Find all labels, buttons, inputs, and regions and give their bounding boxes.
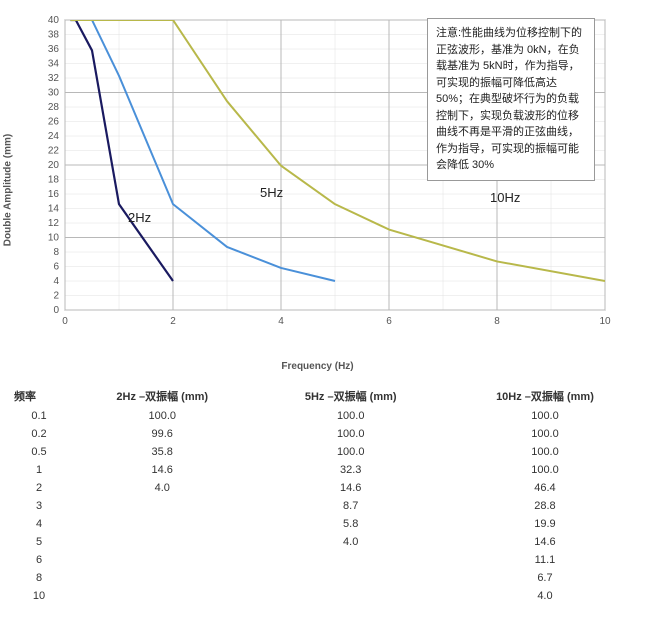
svg-text:34: 34 xyxy=(48,59,60,70)
svg-text:6: 6 xyxy=(386,316,392,327)
svg-text:20: 20 xyxy=(48,160,60,171)
svg-text:6: 6 xyxy=(53,262,59,273)
svg-text:12: 12 xyxy=(48,218,60,229)
svg-text:16: 16 xyxy=(48,189,60,200)
cell-value: 28.8 xyxy=(445,497,645,515)
cell-value: 4.0 xyxy=(68,479,256,497)
cell-value xyxy=(68,533,256,551)
y-axis-label: Double Amplitude (mm) xyxy=(3,134,14,246)
cell-value: 100.0 xyxy=(445,425,645,443)
svg-text:30: 30 xyxy=(48,88,60,99)
cell-value: 14.6 xyxy=(256,479,444,497)
cell-value: 19.9 xyxy=(445,515,645,533)
cell-value xyxy=(256,587,444,605)
svg-text:26: 26 xyxy=(48,117,60,128)
cell-value: 8.7 xyxy=(256,497,444,515)
svg-text:0: 0 xyxy=(53,305,59,316)
cell-value: 100.0 xyxy=(445,443,645,461)
cell-value: 5.8 xyxy=(256,515,444,533)
cell-value: 100.0 xyxy=(256,443,444,461)
cell-value xyxy=(256,569,444,587)
svg-text:36: 36 xyxy=(48,44,60,55)
table-row: 5 4.014.6 xyxy=(10,533,645,551)
cell-freq: 8 xyxy=(10,569,68,587)
cell-freq: 10 xyxy=(10,587,68,605)
cell-value: 100.0 xyxy=(445,407,645,425)
table-row: 0.299.6100.0100.0 xyxy=(10,425,645,443)
cell-value: 11.1 xyxy=(445,551,645,569)
cell-freq: 0.5 xyxy=(10,443,68,461)
table-row: 4 5.819.9 xyxy=(10,515,645,533)
svg-text:22: 22 xyxy=(48,146,60,157)
note-box: 注意:性能曲线为位移控制下的正弦波形，基准为 0kN，在负载基准为 5kN时，作… xyxy=(427,18,595,181)
cell-value: 46.4 xyxy=(445,479,645,497)
cell-value xyxy=(68,587,256,605)
svg-text:2: 2 xyxy=(170,316,176,327)
svg-text:2: 2 xyxy=(53,291,59,302)
table-row: 611.1 xyxy=(10,551,645,569)
cell-value xyxy=(68,551,256,569)
x-axis-label: Frequency (Hz) xyxy=(281,361,353,372)
cell-value xyxy=(68,515,256,533)
cell-value: 100.0 xyxy=(256,425,444,443)
cell-value: 100.0 xyxy=(68,407,256,425)
table-row: 86.7 xyxy=(10,569,645,587)
svg-text:4: 4 xyxy=(278,316,284,327)
cell-value xyxy=(68,497,256,515)
curve-label-5Hz: 5Hz xyxy=(260,185,283,200)
cell-value xyxy=(68,569,256,587)
svg-text:0: 0 xyxy=(62,316,68,327)
cell-value: 32.3 xyxy=(256,461,444,479)
cell-value: 4.0 xyxy=(445,587,645,605)
col-header-2Hz: 2Hz –双振幅 (mm) xyxy=(68,385,256,407)
cell-freq: 3 xyxy=(10,497,68,515)
table-row: 0.1100.0100.0100.0 xyxy=(10,407,645,425)
svg-text:14: 14 xyxy=(48,204,60,215)
col-header-10Hz: 10Hz –双振幅 (mm) xyxy=(445,385,645,407)
col-header-5Hz: 5Hz –双振幅 (mm) xyxy=(256,385,444,407)
table-row: 24.014.646.4 xyxy=(10,479,645,497)
cell-freq: 0.2 xyxy=(10,425,68,443)
col-header-freq: 频率 xyxy=(10,385,68,407)
table-row: 3 8.728.8 xyxy=(10,497,645,515)
cell-value: 6.7 xyxy=(445,569,645,587)
svg-text:24: 24 xyxy=(48,131,60,142)
svg-text:38: 38 xyxy=(48,30,60,41)
svg-text:32: 32 xyxy=(48,73,60,84)
cell-freq: 4 xyxy=(10,515,68,533)
curve-label-10Hz: 10Hz xyxy=(490,190,520,205)
cell-value: 99.6 xyxy=(68,425,256,443)
cell-freq: 6 xyxy=(10,551,68,569)
svg-text:8: 8 xyxy=(53,247,59,258)
svg-text:8: 8 xyxy=(494,316,500,327)
svg-text:28: 28 xyxy=(48,102,60,113)
cell-value xyxy=(256,551,444,569)
cell-value: 100.0 xyxy=(256,407,444,425)
svg-text:40: 40 xyxy=(48,15,60,26)
cell-freq: 2 xyxy=(10,479,68,497)
svg-text:10: 10 xyxy=(48,233,60,244)
data-table: 频率2Hz –双振幅 (mm)5Hz –双振幅 (mm)10Hz –双振幅 (m… xyxy=(10,385,645,605)
table-row: 104.0 xyxy=(10,587,645,605)
svg-text:18: 18 xyxy=(48,175,60,186)
cell-freq: 5 xyxy=(10,533,68,551)
cell-value: 14.6 xyxy=(68,461,256,479)
chart-container: 0246810024681012141618202224262830323436… xyxy=(10,10,625,370)
cell-freq: 0.1 xyxy=(10,407,68,425)
cell-freq: 1 xyxy=(10,461,68,479)
curve-label-2Hz: 2Hz xyxy=(128,210,151,225)
cell-value: 100.0 xyxy=(445,461,645,479)
cell-value: 35.8 xyxy=(68,443,256,461)
svg-text:4: 4 xyxy=(53,276,59,287)
svg-text:10: 10 xyxy=(599,316,611,327)
cell-value: 14.6 xyxy=(445,533,645,551)
table-row: 114.632.3100.0 xyxy=(10,461,645,479)
cell-value: 4.0 xyxy=(256,533,444,551)
table-row: 0.535.8100.0100.0 xyxy=(10,443,645,461)
